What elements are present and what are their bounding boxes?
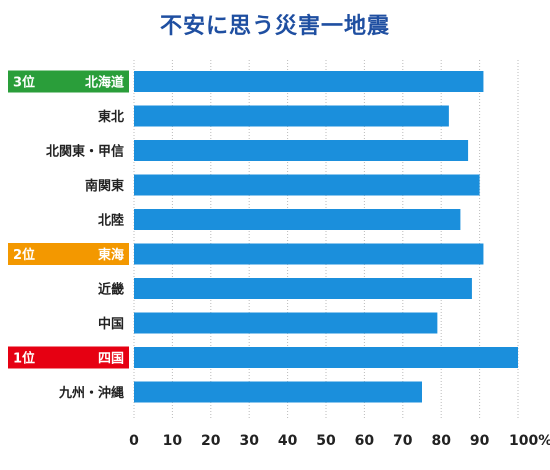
x-tick-label: 70 xyxy=(393,433,413,449)
bar xyxy=(134,312,438,334)
bar xyxy=(134,209,461,230)
x-tick-label: 80 xyxy=(431,433,451,449)
x-tick-label: 40 xyxy=(278,433,298,449)
bar xyxy=(134,71,484,92)
category-label: 東海 xyxy=(98,247,124,263)
category-label: 北海道 xyxy=(85,75,124,91)
x-tick-label: 0 xyxy=(129,433,139,449)
category-label: 北関東・甲信 xyxy=(46,144,124,160)
x-tick-label: 30 xyxy=(239,433,259,449)
bar xyxy=(134,140,469,161)
bar xyxy=(134,174,480,196)
bar xyxy=(134,278,472,299)
x-tick-label: 50 xyxy=(316,433,336,449)
x-tick-label: 60 xyxy=(355,433,375,449)
category-label: 北陸 xyxy=(98,213,124,229)
rank-label: 3位 xyxy=(13,75,35,91)
category-label: 南関東 xyxy=(85,178,124,194)
rank-badge xyxy=(8,70,129,93)
category-label: 九州・沖縄 xyxy=(58,385,124,401)
category-label: 近畿 xyxy=(98,282,124,298)
x-tick-label: 100% xyxy=(509,433,550,449)
chart-title: 不安に思う災害一地震 xyxy=(159,14,390,39)
x-tick-labels: 0 10 20 30 40 50 60 70 80 90 100% xyxy=(129,433,550,449)
rank-badge xyxy=(8,243,129,265)
bar xyxy=(134,105,449,127)
x-tick-label: 10 xyxy=(163,433,183,449)
x-tick-label: 90 xyxy=(470,433,490,449)
rank-label: 1位 xyxy=(13,351,35,367)
category-label: 東北 xyxy=(98,109,124,125)
bar xyxy=(134,243,484,265)
bars xyxy=(134,71,518,403)
bar xyxy=(134,381,422,403)
bar xyxy=(134,347,518,368)
category-label: 中国 xyxy=(98,316,124,332)
rank-badge xyxy=(8,346,129,369)
rank-label: 2位 xyxy=(13,247,35,263)
category-label: 四国 xyxy=(98,352,124,367)
x-tick-label: 20 xyxy=(201,433,221,449)
